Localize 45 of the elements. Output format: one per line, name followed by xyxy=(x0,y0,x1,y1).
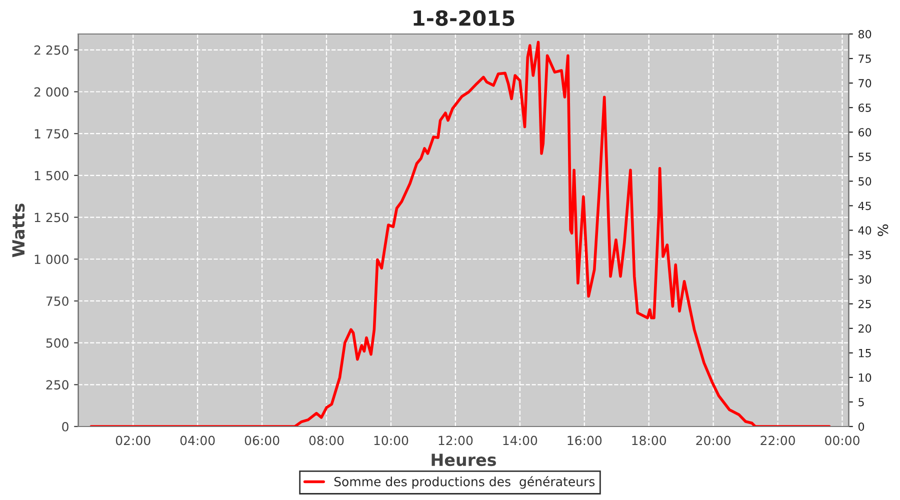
y2-tick-label: 50 xyxy=(858,177,872,186)
x-tick-label: 12:00 xyxy=(438,436,473,446)
chart-title: 1-8-2015 xyxy=(414,10,514,26)
x-tick-label: 16:00 xyxy=(568,436,602,446)
x-axis-title: Heures xyxy=(432,454,496,466)
y2-tick-label: 75 xyxy=(858,54,871,63)
y2-tick-label: 10 xyxy=(858,373,872,382)
x-tick-label: 22:00 xyxy=(760,436,795,446)
x-tick-label: 08:00 xyxy=(309,436,344,446)
y2-tick-label: 15 xyxy=(858,349,871,358)
y-tick-label: 1 750 xyxy=(34,129,68,139)
y-tick-label: 2 250 xyxy=(34,45,68,55)
y-tick-label: 250 xyxy=(46,380,68,390)
x-tick-label: 14:00 xyxy=(503,436,538,446)
legend-label: Somme des productions des générateurs xyxy=(334,476,595,489)
y-tick-label: 2 000 xyxy=(34,87,68,97)
y2-tick-label: 45 xyxy=(858,202,871,210)
y2-tick-label: 60 xyxy=(858,128,872,137)
y2-tick-label: 5 xyxy=(858,398,864,406)
y2-tick-label: 0 xyxy=(858,422,864,431)
y2-tick-label: 65 xyxy=(858,104,871,112)
y-tick-label: 1 500 xyxy=(34,170,68,180)
y2-tick-label: 40 xyxy=(858,226,872,235)
y2-tick-label: 80 xyxy=(858,30,872,38)
y-axis-title: Watts xyxy=(12,204,25,258)
y-tick-label: 1 000 xyxy=(34,254,68,264)
y2-tick-label: 30 xyxy=(858,275,872,284)
x-tick-label: 00:00 xyxy=(825,436,860,446)
y-tick-label: 750 xyxy=(46,296,68,306)
y2-tick-label: 55 xyxy=(858,152,871,162)
y2-tick-label: 20 xyxy=(858,324,872,333)
y2-tick-label: 35 xyxy=(858,250,871,260)
x-tick-label: 20:00 xyxy=(696,436,730,446)
y-tick-label: 1 250 xyxy=(34,212,68,222)
x-tick-label: 06:00 xyxy=(244,436,280,446)
y2-axis-title: % xyxy=(878,224,888,236)
y2-tick-label: 70 xyxy=(858,79,872,88)
x-tick-label: 04:00 xyxy=(180,436,215,446)
x-tick-label: 10:00 xyxy=(374,436,408,446)
x-tick-label: 02:00 xyxy=(116,436,150,446)
x-tick-label: 18:00 xyxy=(632,436,666,446)
y-tick-label: 500 xyxy=(46,338,68,348)
y2-tick-label: 25 xyxy=(858,300,871,308)
line-series xyxy=(90,40,831,426)
y-tick-label: 0 xyxy=(62,422,68,432)
